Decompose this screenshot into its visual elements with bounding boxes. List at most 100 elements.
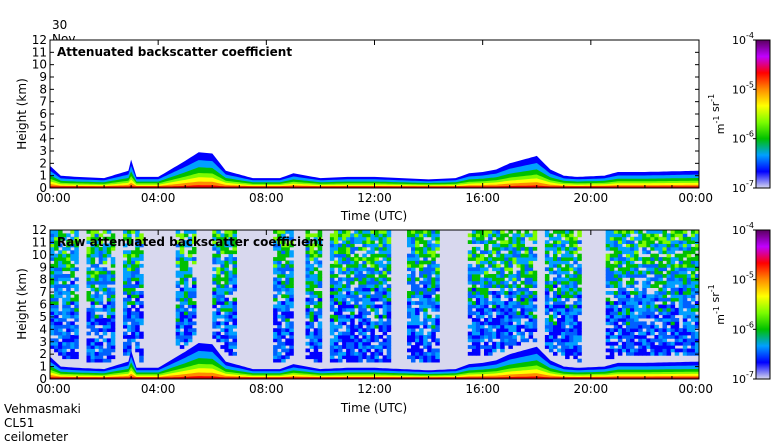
noise-cell <box>86 324 91 329</box>
noise-cell <box>670 341 676 346</box>
noise-cell <box>216 297 221 302</box>
noise-cell <box>630 345 635 349</box>
noise-cell <box>354 263 359 268</box>
noise-cell <box>496 230 501 234</box>
noise-cell <box>228 331 233 336</box>
noise-cell <box>273 355 278 360</box>
noise-cell <box>686 301 692 305</box>
noise-cell <box>617 267 623 272</box>
noise-cell <box>690 318 696 322</box>
noise-cell <box>435 358 440 363</box>
noise-cell <box>386 338 392 343</box>
noise-cell <box>362 291 367 295</box>
noise-cell <box>102 246 108 251</box>
noise-cell <box>277 274 282 278</box>
noise-cell <box>54 246 59 251</box>
noise-cell <box>520 301 525 305</box>
noise-cell <box>58 335 63 339</box>
noise-cell <box>187 304 193 309</box>
noise-cell <box>423 358 428 363</box>
noise-cell <box>378 294 384 299</box>
colorbar-tick-exponent: -4 <box>746 31 754 40</box>
noise-cell <box>686 236 692 241</box>
noise-cell <box>224 267 229 272</box>
noise-cell <box>407 328 412 332</box>
noise-cell <box>605 267 611 272</box>
noise-cell <box>557 294 562 299</box>
noise-cell <box>431 267 436 272</box>
noise-cell <box>512 335 517 339</box>
noise-cell <box>362 297 367 302</box>
noise-cell <box>674 318 680 322</box>
noise-cell <box>427 314 432 319</box>
noise-cell <box>654 280 659 285</box>
noise-cell <box>694 260 699 265</box>
noise-cell <box>646 351 651 356</box>
noise-cell <box>175 311 181 316</box>
noise-cell <box>694 236 699 241</box>
noise-cell <box>650 277 655 282</box>
noise-cell <box>642 324 647 329</box>
noise-cell <box>346 260 351 265</box>
noise-cell <box>313 314 319 319</box>
noise-cell <box>626 307 631 312</box>
noise-cell <box>650 321 655 326</box>
noise-cell <box>694 284 699 288</box>
noise-cell <box>471 233 477 238</box>
noise-cell <box>309 277 315 282</box>
noise-cell <box>354 294 359 299</box>
noise-cell <box>532 328 538 332</box>
noise-cell <box>135 318 140 322</box>
noise-cell <box>346 250 351 255</box>
noise-cell <box>354 335 359 339</box>
noise-cell <box>658 331 663 336</box>
noise-cell <box>54 318 59 322</box>
noise-cell <box>480 314 485 319</box>
noise-cell <box>650 311 655 316</box>
noise-cell <box>232 277 237 282</box>
noise-cell <box>175 270 181 275</box>
noise-cell <box>366 355 371 360</box>
x-axis: 00:00 04:00 08:00 12:00 16:00 20:00 00:00 <box>36 230 713 396</box>
y-tick-label: 3 <box>39 335 47 349</box>
noise-cell <box>662 348 667 353</box>
noise-cell <box>662 280 667 285</box>
noise-cell <box>512 341 517 346</box>
noise-cell <box>98 297 104 302</box>
noise-cell <box>66 338 71 343</box>
noise-cell <box>90 345 96 349</box>
noise-cell <box>504 253 509 258</box>
noise-cell <box>62 341 67 346</box>
noise-cell <box>66 301 71 305</box>
noise-cell <box>139 348 144 353</box>
noise-cell <box>670 230 676 234</box>
noise-cell <box>139 250 144 255</box>
noise-cell <box>362 284 367 288</box>
noise-cell <box>313 267 319 272</box>
noise-cell <box>386 284 392 288</box>
noise-cell <box>638 294 643 299</box>
noise-cell <box>670 304 676 309</box>
colorbar-unit-exponent: -1 <box>712 116 721 124</box>
noise-cell <box>350 314 355 319</box>
noise-cell <box>528 236 534 241</box>
noise-cell <box>630 280 635 285</box>
noise-cell <box>561 243 566 248</box>
noise-cell <box>565 280 570 285</box>
noise-cell <box>90 301 96 305</box>
noise-cell <box>90 297 96 302</box>
noise-cell <box>232 345 237 349</box>
noise-cell <box>350 328 355 332</box>
noise-cell <box>565 331 570 336</box>
noise-cell <box>561 321 566 326</box>
noise-cell <box>338 233 343 238</box>
noise-cell <box>366 280 371 285</box>
noise-cell <box>135 301 140 305</box>
noise-cell <box>682 284 688 288</box>
noise-cell <box>187 243 193 248</box>
noise-cell <box>127 345 132 349</box>
noise-cell <box>362 348 367 353</box>
noise-cell <box>435 307 440 312</box>
y-tick-label: 6 <box>39 298 47 312</box>
noise-cell <box>678 294 684 299</box>
